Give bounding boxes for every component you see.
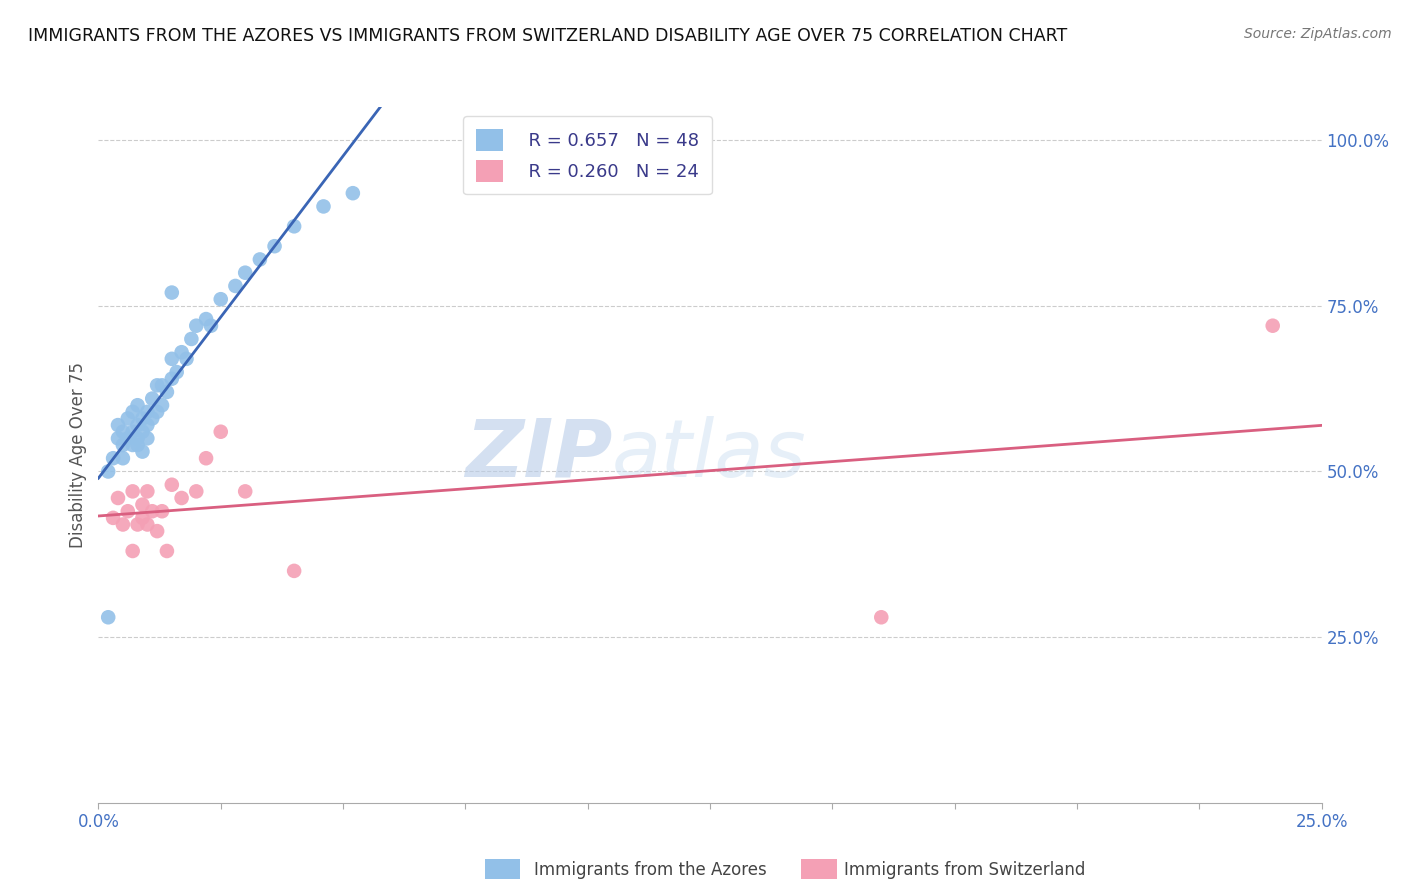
Point xyxy=(209,292,232,306)
Point xyxy=(146,378,169,392)
Point xyxy=(160,285,183,300)
Point xyxy=(186,484,208,499)
Point xyxy=(141,504,163,518)
Point xyxy=(111,451,134,466)
Point xyxy=(107,418,129,433)
Point xyxy=(233,266,256,280)
Point xyxy=(312,199,335,213)
Text: ZIP: ZIP xyxy=(465,416,612,494)
Point xyxy=(131,511,153,525)
Point xyxy=(136,484,159,499)
Point xyxy=(117,504,139,518)
Point xyxy=(342,186,364,201)
Point xyxy=(263,239,285,253)
Point xyxy=(224,279,246,293)
Point xyxy=(150,378,173,392)
Point xyxy=(136,517,159,532)
Text: Immigrants from Switzerland: Immigrants from Switzerland xyxy=(844,861,1085,879)
Point xyxy=(141,411,163,425)
Point xyxy=(209,425,232,439)
Point xyxy=(150,398,173,412)
Point xyxy=(156,544,179,558)
Point xyxy=(160,372,183,386)
Point xyxy=(136,431,159,445)
Point xyxy=(127,418,149,433)
Point xyxy=(160,351,183,366)
Point xyxy=(200,318,222,333)
Point xyxy=(117,431,139,445)
Text: IMMIGRANTS FROM THE AZORES VS IMMIGRANTS FROM SWITZERLAND DISABILITY AGE OVER 75: IMMIGRANTS FROM THE AZORES VS IMMIGRANTS… xyxy=(28,27,1067,45)
Point xyxy=(121,425,143,439)
Point xyxy=(146,405,169,419)
Point xyxy=(127,438,149,452)
Point xyxy=(107,491,129,505)
Point xyxy=(121,544,143,558)
Point xyxy=(141,392,163,406)
Text: Immigrants from the Azores: Immigrants from the Azores xyxy=(534,861,768,879)
Point xyxy=(283,219,305,234)
Point xyxy=(111,425,134,439)
Point xyxy=(283,564,305,578)
Point xyxy=(127,398,149,412)
Point xyxy=(1261,318,1284,333)
Text: Source: ZipAtlas.com: Source: ZipAtlas.com xyxy=(1244,27,1392,41)
Point xyxy=(249,252,271,267)
Text: atlas: atlas xyxy=(612,416,807,494)
Point xyxy=(107,431,129,445)
Point xyxy=(127,431,149,445)
Point xyxy=(117,411,139,425)
Point xyxy=(170,491,193,505)
Point xyxy=(160,477,183,491)
Point xyxy=(136,418,159,433)
Point xyxy=(170,345,193,359)
Y-axis label: Disability Age Over 75: Disability Age Over 75 xyxy=(69,362,87,548)
Point xyxy=(97,465,120,479)
Point xyxy=(101,451,124,466)
Point xyxy=(233,484,256,499)
Point xyxy=(131,498,153,512)
Point xyxy=(176,351,198,366)
Point xyxy=(111,438,134,452)
Point xyxy=(166,365,188,379)
Point xyxy=(150,504,173,518)
Point xyxy=(111,517,134,532)
Point xyxy=(156,384,179,399)
Point xyxy=(121,438,143,452)
Point xyxy=(146,524,169,538)
Point xyxy=(195,312,218,326)
Point xyxy=(195,451,218,466)
Point xyxy=(121,405,143,419)
Point xyxy=(131,444,153,458)
Point xyxy=(127,517,149,532)
Point xyxy=(121,484,143,499)
Point xyxy=(136,405,159,419)
Point xyxy=(131,411,153,425)
Point xyxy=(186,318,208,333)
Point xyxy=(180,332,202,346)
Point xyxy=(101,511,124,525)
Point xyxy=(870,610,893,624)
Point xyxy=(131,425,153,439)
Legend:   R = 0.657   N = 48,   R = 0.260   N = 24: R = 0.657 N = 48, R = 0.260 N = 24 xyxy=(464,116,711,194)
Point xyxy=(97,610,120,624)
